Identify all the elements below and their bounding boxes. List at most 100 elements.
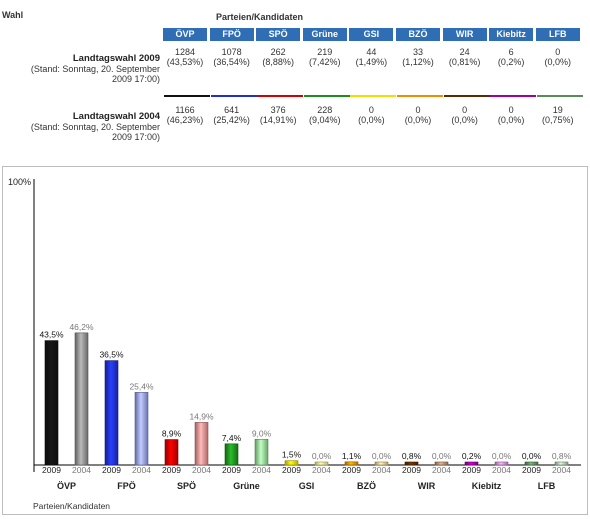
bar-2004-ÖVP xyxy=(74,332,89,466)
bar-value-label: 1,1% xyxy=(342,451,362,461)
bar-year-label: 2009 xyxy=(102,465,121,475)
party-header-6: WIR xyxy=(442,28,487,41)
category-label: Kiebitz xyxy=(472,481,502,491)
vote-percent: (7,42%) xyxy=(309,57,341,67)
category-label: Grüne xyxy=(233,481,260,491)
bar-2004-LFB xyxy=(554,461,569,466)
bar-year-label: 2009 xyxy=(402,465,421,475)
vote-count: 0 xyxy=(368,105,374,115)
vote-count: 0 xyxy=(508,105,514,115)
category-label: ÖVP xyxy=(57,481,76,491)
vote-percent: (1,12%) xyxy=(402,57,434,67)
result-cell: 24 (0,81%) xyxy=(441,47,489,67)
bar-year-label: 2009 xyxy=(342,465,361,475)
category-label: SPÖ xyxy=(177,481,196,491)
bar-year-label: 2009 xyxy=(522,465,541,475)
results-chart: 100% Parteien/Kandidaten 43,5% 2009 46,2% 2… xyxy=(2,166,588,515)
result-cell: 228 (9,04%) xyxy=(301,105,349,125)
result-cell: 6 (0,2%) xyxy=(487,47,535,67)
vote-percent: (25,42%) xyxy=(213,115,250,125)
category-label: BZÖ xyxy=(357,481,376,491)
bar-year-label: 2004 xyxy=(372,465,391,475)
bar-year-label: 2004 xyxy=(312,465,331,475)
party-color-line xyxy=(303,95,350,97)
bar-2009-ÖVP xyxy=(44,340,59,466)
bar-value-label: 0,0% xyxy=(312,451,332,461)
bar-year-label: 2004 xyxy=(492,465,511,475)
bar-value-label: 0,0% xyxy=(522,451,542,461)
vote-count: 33 xyxy=(412,47,423,57)
bar-value-label: 9,0% xyxy=(252,428,272,438)
bar-year-label: 2009 xyxy=(42,465,61,475)
bar-2004-BZÖ xyxy=(374,461,389,466)
bar-year-label: 2004 xyxy=(132,465,151,475)
party-color-line xyxy=(257,95,304,97)
party-header-1: FPÖ xyxy=(209,28,254,41)
result-cell: 44 (1,49%) xyxy=(347,47,395,67)
bar-value-label: 14,9% xyxy=(189,411,214,421)
bar-2009-Grüne xyxy=(224,443,239,466)
wahl-header: Wahl xyxy=(2,10,24,20)
bar-value-label: 0,0% xyxy=(432,451,452,461)
row-stand-line1: (Stand: Sonntag, 20. September xyxy=(30,122,160,132)
bar-value-label: 8,9% xyxy=(162,429,182,439)
vote-count: 0 xyxy=(462,105,468,115)
bar-2004-Kiebitz xyxy=(494,461,509,466)
row-title: Landtagswahl 2004 xyxy=(72,111,160,122)
vote-count: 1166 xyxy=(175,105,195,115)
party-color-line xyxy=(490,95,537,97)
vote-percent: (0,0%) xyxy=(451,115,478,125)
bar-2004-GSI xyxy=(314,461,329,466)
vote-percent: (43,53%) xyxy=(166,57,204,67)
bar-2004-SPÖ xyxy=(194,422,209,466)
vote-count: 0 xyxy=(555,47,561,57)
result-cell: 0 (0,0%) xyxy=(394,105,442,125)
vote-percent: (14,91%) xyxy=(259,115,297,125)
party-color-line xyxy=(443,95,490,97)
vote-count: 1284 xyxy=(174,47,196,57)
result-cell: 1078 (36,54%) xyxy=(208,47,256,67)
bar-2009-LFB xyxy=(524,461,539,466)
bar-year-label: 2009 xyxy=(462,465,481,475)
category-label: FPÖ xyxy=(117,481,136,491)
party-color-line xyxy=(350,95,397,97)
vote-percent: (0,75%) xyxy=(542,115,574,125)
result-cell: 19 (0,75%) xyxy=(534,105,582,125)
vote-percent: (1,49%) xyxy=(355,57,388,67)
x-axis-label: Parteien/Kandidaten xyxy=(33,501,110,511)
bar-value-label: 0,2% xyxy=(462,451,482,461)
chart-svg: 100% Parteien/Kandidaten 43,5% 2009 46,2% 2… xyxy=(8,177,581,511)
bar-value-label: 0,8% xyxy=(552,451,572,461)
vote-percent: (46,23%) xyxy=(166,115,204,125)
vote-count: 228 xyxy=(317,105,333,115)
vote-count: 0 xyxy=(415,105,421,115)
bar-year-label: 2004 xyxy=(552,465,571,475)
vote-count: 641 xyxy=(224,105,240,115)
result-cell: 0 (0,0%) xyxy=(534,47,582,67)
bar-2009-BZÖ xyxy=(344,461,359,466)
bar-value-label: 7,4% xyxy=(222,433,242,443)
result-cell: 1284 (43,53%) xyxy=(161,47,209,67)
bar-value-label: 1,5% xyxy=(282,450,302,460)
vote-percent: (0,0%) xyxy=(404,115,432,125)
bar-value-label: 43,5% xyxy=(39,330,64,340)
bar-value-label: 25,4% xyxy=(129,381,154,391)
vote-percent: (0,2%) xyxy=(497,57,525,67)
result-cell: 0 (0,0%) xyxy=(441,105,489,125)
party-color-line xyxy=(210,95,257,97)
bar-2009-WIR xyxy=(404,461,419,466)
bar-2009-SPÖ xyxy=(164,439,179,466)
result-cell: 641 (25,42%) xyxy=(208,105,256,125)
result-cell: 1166 (46,23%) xyxy=(161,105,209,125)
vote-count: 19 xyxy=(552,105,563,115)
result-cell: 33 (1,12%) xyxy=(394,47,442,67)
result-cell: 0 (0,0%) xyxy=(347,105,395,125)
bar-2009-Kiebitz xyxy=(464,461,479,466)
bar-year-label: 2004 xyxy=(72,465,91,475)
bar-2004-FPÖ xyxy=(134,392,149,466)
vote-count: 44 xyxy=(366,47,377,57)
parteien-header: Parteien/Kandidaten xyxy=(216,12,304,22)
bar-year-label: 2004 xyxy=(432,465,451,475)
row-stand-line1: (Stand: Sonntag, 20. September xyxy=(30,64,160,74)
vote-count: 1078 xyxy=(221,47,242,57)
